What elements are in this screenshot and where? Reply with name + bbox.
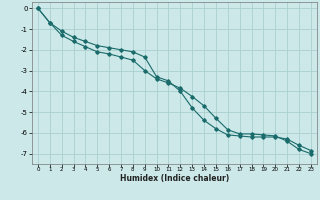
- X-axis label: Humidex (Indice chaleur): Humidex (Indice chaleur): [120, 174, 229, 183]
